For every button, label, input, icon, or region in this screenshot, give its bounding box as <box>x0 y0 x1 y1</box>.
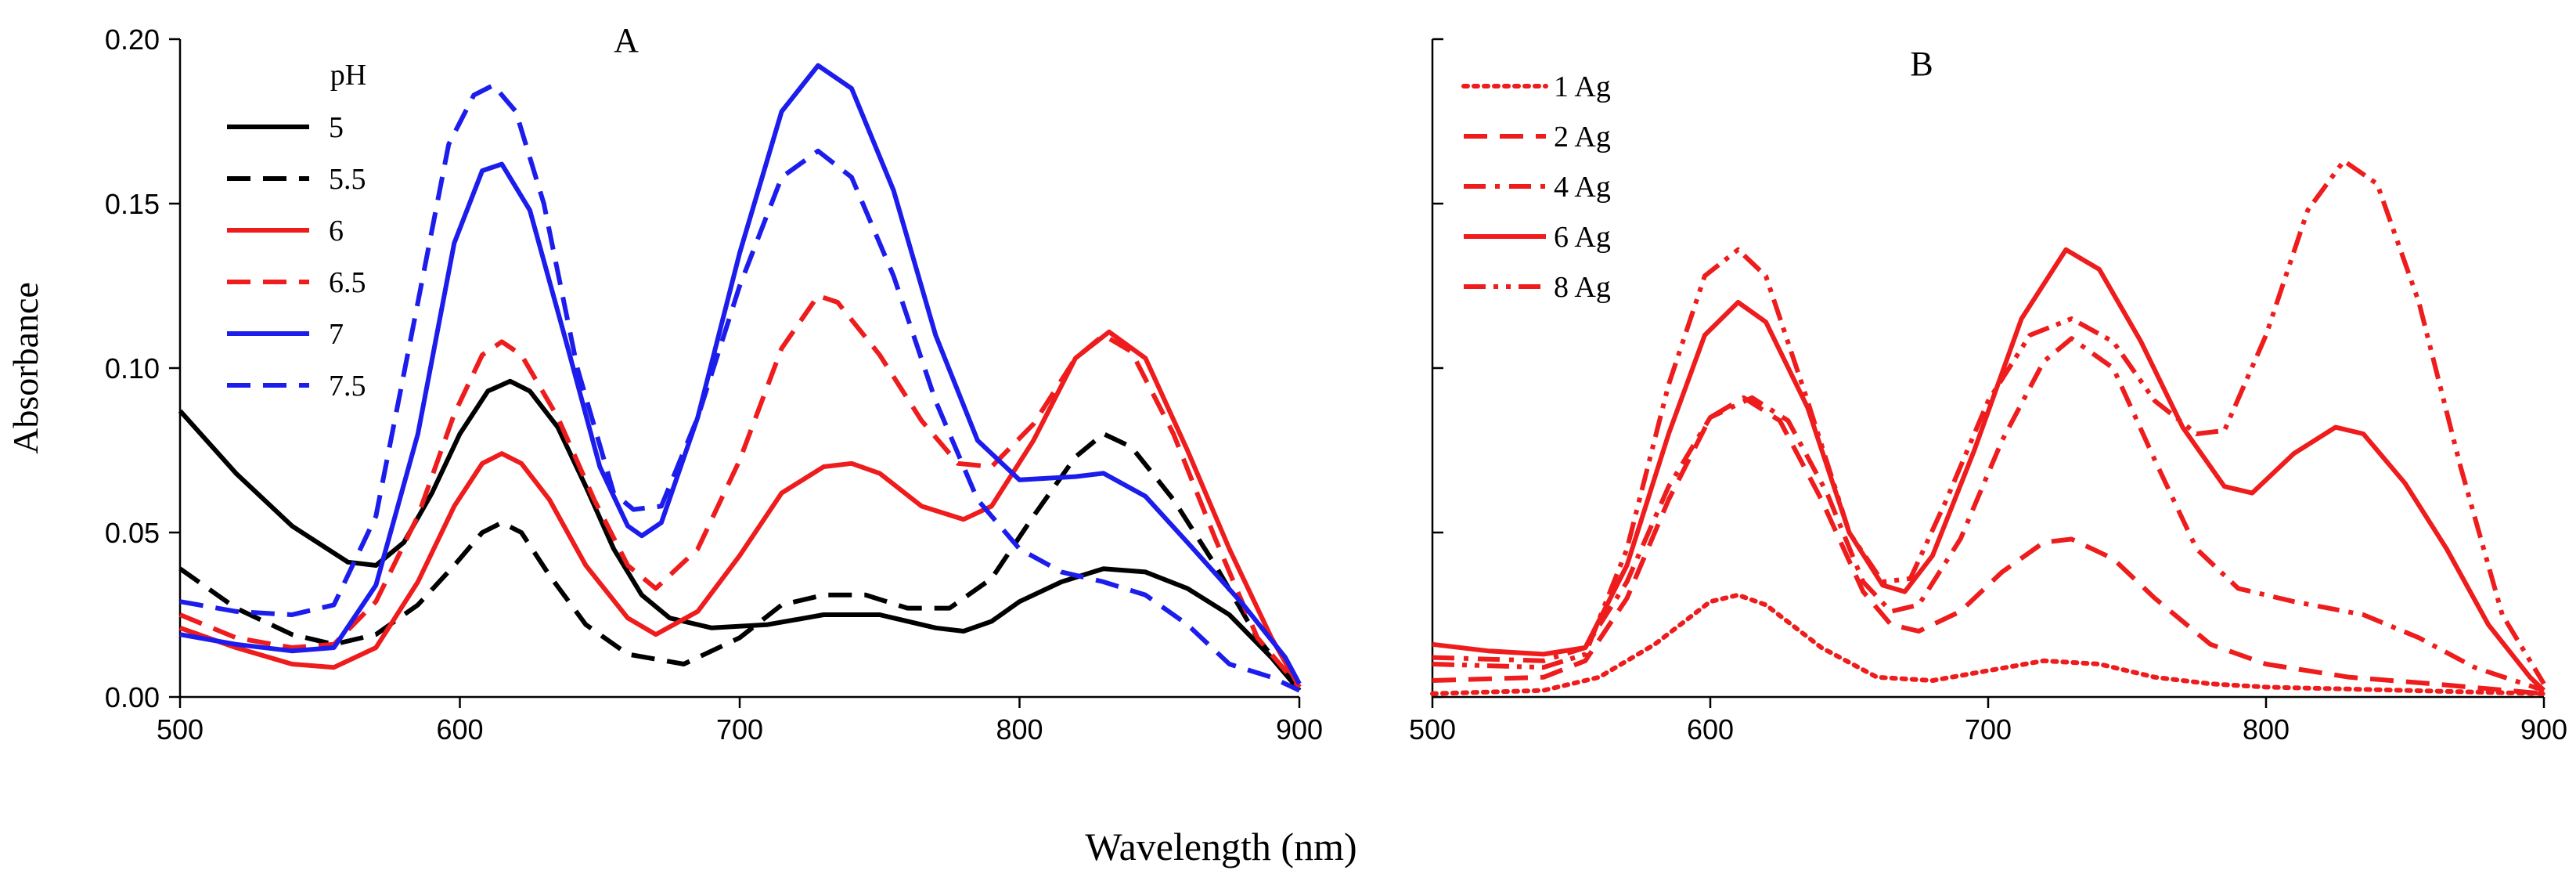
panel-a: 500 600 700 800 900 0.00 0.05 0.10 0.15 0.20 A Ab… <box>5 21 1323 746</box>
panel-b-curves <box>1430 158 2546 696</box>
panel-b-series-6-ag <box>1432 247 2546 692</box>
legend-label-a-6-5: 6.5 <box>329 266 366 299</box>
panel-a-series-5-5 <box>178 431 1302 692</box>
panel-b-x-tick-label-600: 600 <box>1687 713 1734 746</box>
legend-label-b-2-ag: 2 Ag <box>1554 121 1611 153</box>
legend-label-a-5: 5 <box>329 111 344 144</box>
panel-b-legend: 1 Ag 2 Ag 4 Ag 6 Ag 8 Ag <box>1461 70 1611 304</box>
x-axis-label: Wavelength (nm) <box>1085 825 1356 868</box>
panel-a-series-5 <box>178 378 1302 692</box>
panel-a-series-7-5 <box>179 82 1301 693</box>
panel-b-series-8-ag <box>1432 158 2546 685</box>
panel-b-x-tick-label-500: 500 <box>1409 713 1456 746</box>
panel-b-label: B <box>1910 45 1933 83</box>
panel-a-y-tick-label-1: 0.05 <box>105 517 160 549</box>
legend-label-b-4-ag: 4 Ag <box>1554 171 1611 204</box>
panel-b-series-2-ag <box>1432 395 2545 696</box>
panel-a-series-7 <box>179 63 1302 685</box>
panel-b: 500 600 700 800 900 B 1 Ag 2 Ag 4 Ag 6 Ag 8 Ag <box>1409 38 2567 746</box>
panel-a-x-tick-label-600: 600 <box>436 713 483 746</box>
panel-a-y-tick-label-0: 0.00 <box>105 681 160 713</box>
legend-label-b-8-ag: 8 Ag <box>1554 271 1611 304</box>
panel-a-y-tick-label-2: 0.10 <box>105 352 160 385</box>
legend-label-b-6-ag: 6 Ag <box>1554 221 1611 254</box>
panel-b-x-tick-label-900: 900 <box>2520 713 2567 746</box>
panel-a-label: A <box>614 21 639 60</box>
legend-label-a-5-5: 5.5 <box>329 163 366 196</box>
legend-label-a-7-5: 7.5 <box>329 370 366 403</box>
panel-a-y-tick-label-4: 0.20 <box>105 23 160 56</box>
y-axis-label: Absorbance <box>5 282 45 454</box>
panel-a-y-tick-label-3: 0.15 <box>105 188 160 220</box>
legend-label-a-6: 6 <box>329 215 344 247</box>
panel-a-curves <box>178 63 1302 693</box>
panel-a-x-tick-label-900: 900 <box>1276 713 1323 746</box>
panel-a-x-tick-label-800: 800 <box>996 713 1043 746</box>
panel-a-legend: pH 5 5.5 6 6.5 7 7.5 <box>227 59 366 403</box>
panel-b-x-tick-label-700: 700 <box>1965 713 2012 746</box>
panel-b-series-1-ag <box>1430 592 2546 696</box>
panel-a-x-tick-label-500: 500 <box>157 713 204 746</box>
panel-a-ticks: 500 600 700 800 900 0.00 0.05 0.10 0.15 0.20 <box>105 23 1323 746</box>
panel-a-x-tick-label-700: 700 <box>716 713 763 746</box>
panel-b-x-tick-label-800: 800 <box>2243 713 2290 746</box>
panel-b-ticks: 500 600 700 800 900 <box>1409 38 2567 746</box>
legend-title: pH <box>330 59 366 92</box>
legend-label-b-1-ag: 1 Ag <box>1554 70 1611 103</box>
panel-a-series-6 <box>179 329 1302 688</box>
panel-b-series-4-ag <box>1432 336 2545 693</box>
legend-label-a-7: 7 <box>329 318 344 351</box>
